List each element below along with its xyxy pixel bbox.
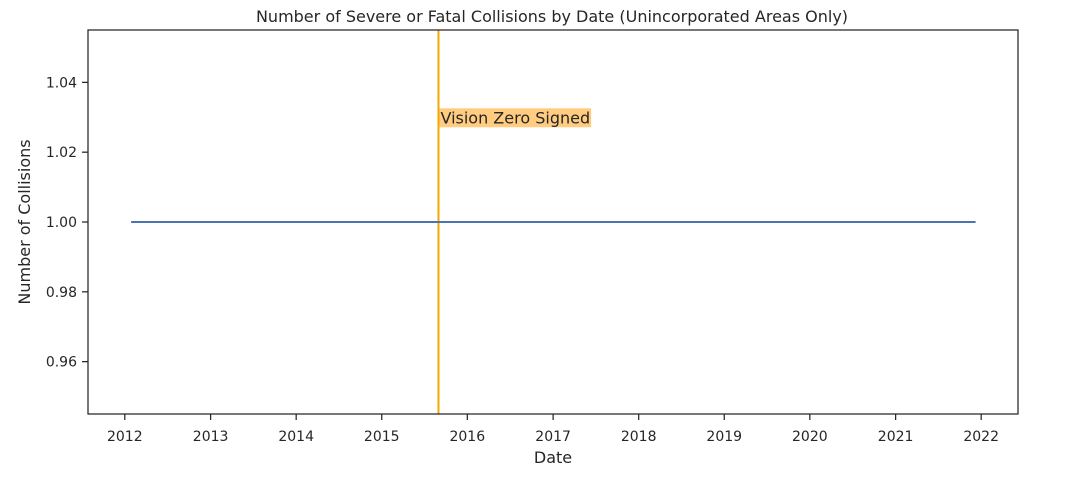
y-tick-label: 1.02 xyxy=(46,145,77,161)
y-axis-label: Number of Collisions xyxy=(15,139,34,304)
x-tick-label: 2018 xyxy=(621,429,657,445)
annotations: Vision Zero Signed xyxy=(437,30,592,414)
x-tick-label: 2012 xyxy=(107,429,143,445)
x-tick-label: 2020 xyxy=(792,429,828,445)
x-axis: 2012 2013 2014 2015 2016 2017 2018 2019 2020 2021… xyxy=(107,414,999,445)
x-tick-label: 2014 xyxy=(278,429,314,445)
x-tick-label: 2017 xyxy=(535,429,571,445)
x-tick-label: 2013 xyxy=(193,429,229,445)
y-tick-label: 0.96 xyxy=(46,355,77,371)
x-tick-label: 2019 xyxy=(706,429,742,445)
x-tick-label: 2015 xyxy=(364,429,400,445)
y-axis: 0.96 0.98 1.00 1.02 1.04 xyxy=(46,75,88,371)
chart-title: Number of Severe or Fatal Collisions by … xyxy=(256,7,848,26)
y-tick-label: 1.00 xyxy=(46,215,77,231)
x-tick-label: 2016 xyxy=(449,429,485,445)
x-axis-label: Date xyxy=(534,448,572,467)
x-tick-label: 2021 xyxy=(878,429,914,445)
annotation-label: Vision Zero Signed xyxy=(440,108,590,127)
x-tick-label: 2022 xyxy=(963,429,999,445)
y-tick-label: 1.04 xyxy=(46,75,77,91)
y-tick-label: 0.98 xyxy=(46,285,77,301)
annotation-label-background xyxy=(439,108,592,128)
